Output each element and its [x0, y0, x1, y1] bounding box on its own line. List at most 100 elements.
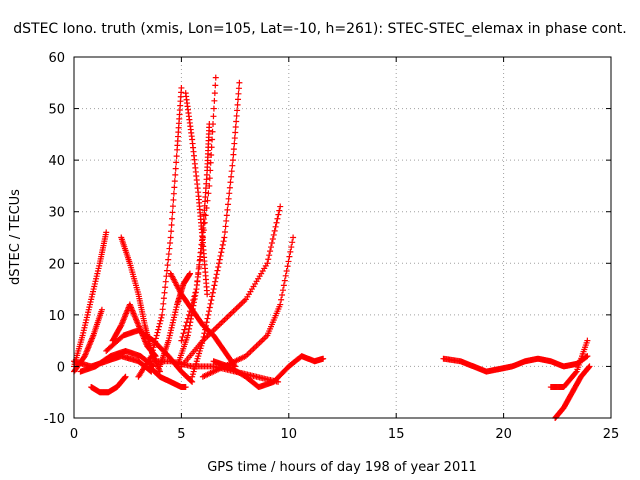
data-point	[234, 101, 241, 108]
data-point	[206, 182, 213, 189]
x-tick-label: 25	[603, 427, 620, 442]
data-point	[188, 304, 195, 311]
data-points	[71, 74, 593, 421]
x-axis-label: GPS time / hours of day 198 of year 2011	[207, 460, 477, 475]
data-point	[215, 260, 222, 267]
y-tick-label: 50	[48, 103, 65, 118]
data-point	[213, 271, 220, 278]
data-series	[552, 363, 593, 421]
data-series	[440, 353, 591, 375]
data-point	[192, 289, 199, 296]
data-point	[232, 123, 239, 130]
data-point	[272, 223, 279, 230]
data-point	[268, 240, 275, 247]
data-point	[162, 284, 169, 291]
data-point	[584, 337, 591, 344]
data-point	[169, 203, 176, 210]
data-point	[122, 373, 129, 380]
data-point	[219, 245, 226, 252]
data-point	[285, 258, 292, 265]
data-point	[586, 363, 593, 370]
data-series	[174, 121, 213, 370]
data-point	[286, 253, 293, 260]
data-point	[212, 278, 219, 285]
x-tick-label: 10	[281, 427, 298, 442]
data-point	[289, 239, 296, 246]
data-point	[204, 315, 211, 322]
data-series	[178, 203, 284, 370]
data-point	[171, 178, 178, 185]
data-point	[151, 341, 158, 348]
data-point	[235, 96, 242, 103]
data-point	[232, 129, 239, 136]
data-point	[161, 289, 168, 296]
data-point	[205, 311, 212, 318]
data-point	[185, 329, 192, 336]
data-point	[162, 278, 169, 285]
data-point	[228, 173, 235, 180]
data-point	[235, 90, 242, 97]
data-point	[270, 231, 277, 238]
data-point	[218, 249, 225, 256]
data-point	[201, 330, 208, 337]
data-point	[183, 319, 190, 326]
data-point	[196, 263, 203, 270]
data-point	[154, 329, 161, 336]
y-axis-label: dSTEC / TECUs	[8, 189, 23, 285]
data-point	[273, 219, 280, 226]
data-point	[214, 267, 221, 274]
data-point	[268, 244, 275, 251]
data-point	[320, 355, 327, 362]
data-point	[211, 97, 218, 104]
data-point	[223, 217, 230, 224]
data-point	[215, 263, 222, 270]
data-point	[222, 223, 229, 230]
data-point	[233, 118, 240, 125]
data-series	[189, 79, 243, 380]
data-point	[230, 146, 237, 153]
data-series	[210, 353, 327, 391]
data-point	[216, 256, 223, 263]
y-tick-label: -10	[44, 412, 65, 427]
data-point	[264, 260, 271, 267]
data-point	[231, 140, 238, 147]
data-point	[217, 252, 224, 259]
data-point	[208, 297, 215, 304]
data-series	[146, 363, 189, 391]
data-point	[267, 248, 274, 255]
data-point	[209, 136, 216, 143]
data-point	[190, 297, 197, 304]
data-point	[229, 157, 236, 164]
data-point	[186, 270, 193, 277]
data-point	[211, 282, 218, 289]
data-series	[71, 229, 110, 370]
y-tick-label: 20	[48, 257, 65, 272]
data-point	[189, 300, 196, 307]
data-point	[226, 184, 233, 191]
data-point	[210, 105, 217, 112]
data-point	[103, 229, 110, 236]
data-point	[184, 332, 191, 339]
data-point	[178, 84, 185, 91]
data-point	[167, 240, 174, 247]
data-point	[98, 306, 105, 313]
data-point	[168, 221, 175, 228]
data-point	[229, 162, 236, 169]
data-series	[135, 84, 185, 380]
data-point	[221, 228, 228, 235]
y-tick-label: 0	[57, 360, 65, 375]
data-point	[165, 256, 172, 263]
data-point	[234, 107, 241, 114]
data-point	[163, 273, 170, 280]
data-point	[208, 151, 215, 158]
data-point	[189, 378, 196, 385]
data-point	[224, 206, 231, 213]
data-point	[197, 256, 204, 263]
x-tick-label: 15	[388, 427, 405, 442]
data-point	[198, 241, 205, 248]
data-point	[277, 203, 284, 210]
data-point	[212, 82, 219, 89]
data-point	[155, 323, 162, 330]
data-point	[207, 159, 214, 166]
data-point	[172, 171, 179, 178]
